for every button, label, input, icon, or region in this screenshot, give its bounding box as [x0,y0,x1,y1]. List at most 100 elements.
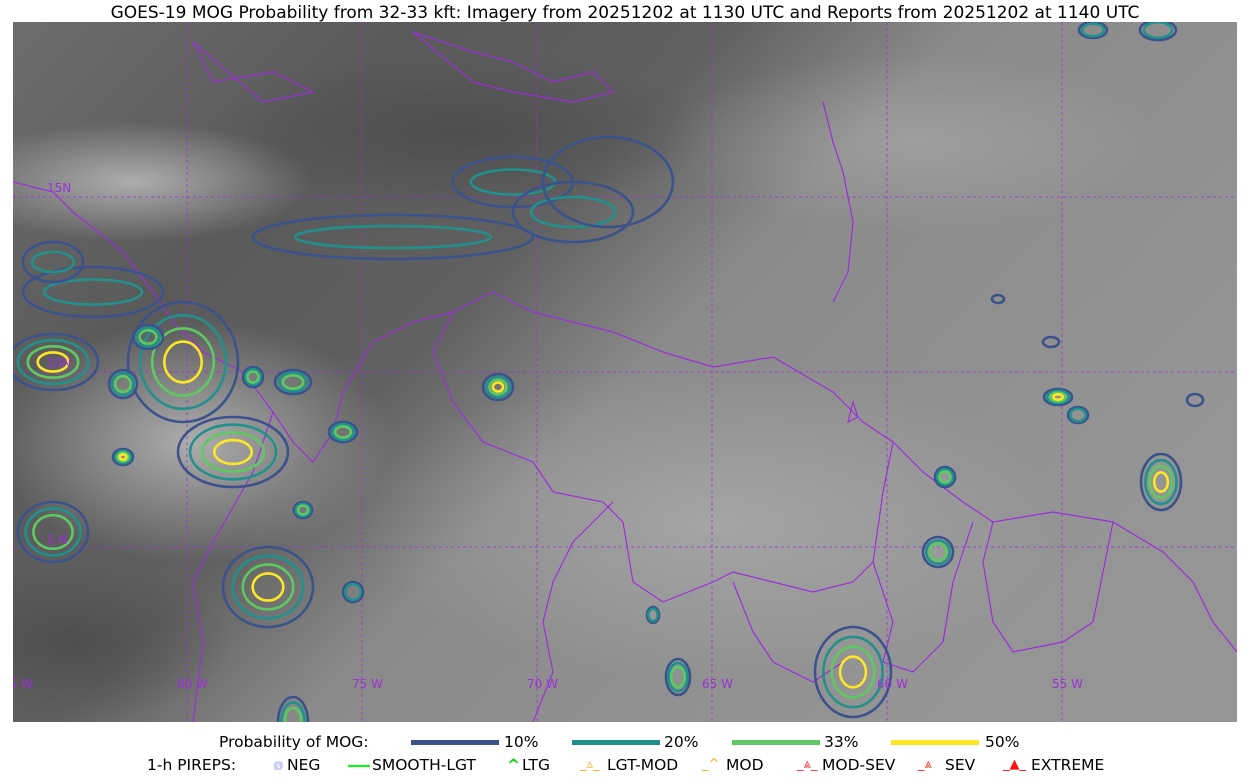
probability-contour [488,378,508,396]
longitude-label: 60 W [877,677,908,691]
probability-contour [113,374,133,394]
probability-contour [246,370,260,384]
probability-contour [241,365,265,389]
probability-contour [341,580,365,604]
extreme-icon: _▲_ [1003,757,1026,772]
ltg-caret-icon: ^ [507,756,520,774]
probability-contour [111,447,135,467]
probability-contour [280,701,306,722]
probability-contour [150,327,216,397]
probability-contour [1042,387,1074,407]
probability-contour [1139,452,1183,512]
probability-contour [16,500,90,564]
probability-contour [292,500,314,520]
probability-contour [1048,391,1068,403]
probability-contour [241,563,295,611]
pirep-neg-label: NEG [287,756,321,774]
probability-contour [491,381,505,393]
probability-contour [838,655,868,689]
latitude-label: 5 N [47,533,67,547]
probability-contour [1080,22,1106,38]
probability-contour [481,372,515,402]
probability-contour [1152,471,1170,493]
probability-contour [333,425,353,439]
probability-contour [645,605,661,625]
probability-contour [667,661,689,693]
longitude-label: 80 W [177,677,208,691]
probability-contour [1148,465,1174,499]
probability-contour [928,542,948,562]
pireps-legend-label: 1-h PIREPS: [147,756,237,774]
probability-contour [21,240,85,284]
probability-contour [277,371,309,393]
probability-contour [176,415,290,489]
legend-line-33 [732,740,820,745]
pirep-lgt-mod-label: LGT-MOD [607,756,679,774]
probability-contour [1068,407,1088,423]
probability-contour [276,695,310,722]
probability-contour [126,300,240,424]
probability-contour [273,368,313,396]
probability-contour [1185,392,1205,408]
probability-contour [294,502,312,518]
probability-contour [13,332,100,392]
probability-contour [231,554,305,620]
legend-line-50 [891,740,979,745]
probability-contour [107,368,139,400]
probability-contour [343,582,363,602]
legend-line-20 [572,740,660,745]
longitude-label: 85 W [13,677,33,691]
pirep-ltg-label: LTG [522,756,550,774]
probability-contour [251,213,535,261]
sev-icon: _⩓ [918,757,932,772]
probability-contour [200,431,266,473]
pirep-mod-label: MOD [726,756,764,774]
lat-lon-grid [13,22,1237,722]
probability-contour [30,250,76,274]
probability-contour [163,340,204,384]
probability-contour [32,513,74,551]
probability-legend-label: Probability of MOG: [219,733,369,751]
pirep-sev-label: SEV [945,756,976,774]
probability-contour [921,535,955,569]
probability-contour [138,313,228,411]
probability-contour [935,467,955,487]
probability-contour [664,657,692,697]
mog-probability-contours [13,22,1205,722]
probability-contour [24,507,82,557]
probability-contour [251,572,285,602]
probability-contour [1077,22,1109,40]
probability-contour [1045,389,1071,405]
probability-contour [330,422,356,442]
smooth-lgt-line-icon [348,765,370,767]
pirep-extreme-label: EXTREME [1031,756,1105,774]
probability-contour [990,293,1006,305]
probability-contour [1142,22,1174,40]
probability-contour [296,504,310,516]
probability-contour [131,323,165,351]
probability-contour [933,465,957,489]
probability-contour [42,278,144,306]
probability-contour [1051,392,1065,402]
probability-contour [924,538,951,565]
probability-contour [293,224,493,250]
probability-contour [281,373,305,391]
probability-contour [188,423,278,481]
probability-contour [1041,335,1061,349]
probability-contour [541,135,675,229]
probability-contour [938,470,952,484]
probability-contour [138,328,158,346]
probability-contour [16,338,90,386]
chart-title: GOES-19 MOG Probability from 32-33 kft: … [110,3,1140,23]
legend-label-50: 50% [985,733,1020,751]
probability-contour [113,449,133,465]
latitude-label: 10N [47,356,71,370]
probability-contour [116,451,130,463]
axis-labels: 85 W 80 W 75 W 70 W 65 W 60 W 55 W 15N 10N 5 N [13,181,1083,691]
latitude-label: 15N [47,181,71,195]
pirep-mod-sev-label: MOD-SEV [822,756,896,774]
probability-contour [830,645,876,699]
probability-contour [669,665,687,689]
probability-contour [647,607,659,623]
probability-contour [36,351,70,373]
